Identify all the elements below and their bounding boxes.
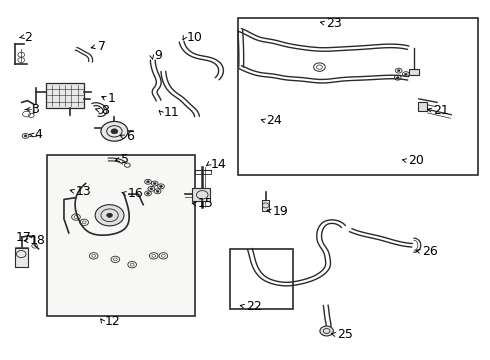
Circle shape	[404, 73, 407, 75]
Bar	[15, 248, 28, 267]
Circle shape	[153, 183, 156, 185]
Bar	[262, 201, 270, 211]
Text: 17: 17	[16, 231, 31, 244]
Text: 3: 3	[31, 103, 39, 116]
Bar	[46, 83, 84, 108]
Text: 11: 11	[163, 107, 179, 120]
Bar	[409, 68, 419, 75]
Circle shape	[397, 69, 400, 72]
Text: 6: 6	[126, 130, 134, 143]
Text: 12: 12	[105, 315, 121, 328]
Text: 19: 19	[273, 204, 289, 217]
Text: 26: 26	[422, 245, 438, 258]
Circle shape	[95, 205, 124, 226]
Text: 25: 25	[337, 328, 353, 341]
Text: 1: 1	[108, 93, 116, 105]
Text: 21: 21	[433, 104, 449, 117]
Circle shape	[107, 213, 113, 217]
Circle shape	[160, 185, 162, 188]
Text: 4: 4	[35, 129, 43, 141]
Circle shape	[150, 188, 153, 190]
Text: 24: 24	[267, 114, 282, 127]
Circle shape	[156, 190, 159, 192]
Bar	[238, 18, 478, 175]
Text: 5: 5	[121, 153, 129, 166]
Circle shape	[147, 192, 149, 194]
Text: 9: 9	[154, 49, 162, 62]
Circle shape	[111, 129, 118, 134]
Text: 23: 23	[326, 17, 342, 30]
Circle shape	[396, 77, 399, 79]
Circle shape	[101, 121, 128, 141]
Circle shape	[24, 135, 27, 137]
Text: 7: 7	[98, 40, 105, 53]
Text: 22: 22	[246, 300, 262, 313]
Text: 2: 2	[24, 31, 32, 44]
Bar	[47, 155, 195, 316]
Bar	[418, 102, 426, 111]
Bar	[192, 188, 210, 201]
Bar	[230, 249, 293, 309]
Text: 20: 20	[408, 154, 424, 167]
Text: 14: 14	[210, 158, 226, 171]
Text: 13: 13	[76, 185, 92, 198]
Text: 18: 18	[30, 234, 46, 247]
Text: 15: 15	[198, 198, 214, 211]
Circle shape	[320, 326, 333, 336]
Text: 10: 10	[186, 31, 202, 44]
Circle shape	[147, 181, 149, 183]
Text: 16: 16	[127, 187, 143, 200]
Text: 8: 8	[101, 104, 109, 117]
